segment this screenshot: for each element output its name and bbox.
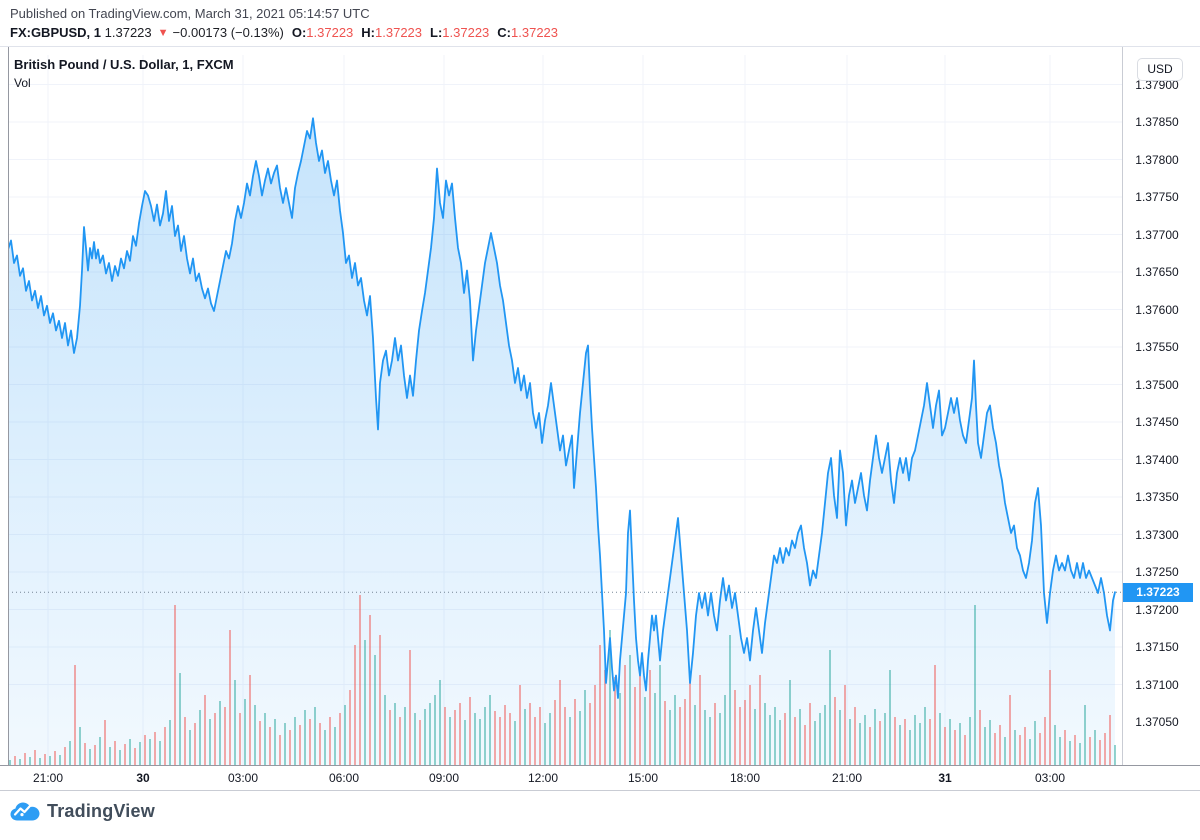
price-axis-label: 1.37100 [1135,677,1179,692]
symbol-info-line: FX:GBPUSD, 1 1.37223 ▼ −0.00173 (−0.13%) O:… [10,25,558,40]
time-axis-label: 30 [136,771,150,785]
chart-header: Published on TradingView.com, March 31, … [0,0,1200,47]
time-axis-label: 21:00 [32,771,64,785]
time-axis-label: 21:00 [831,771,863,785]
price-axis-label: 1.37600 [1135,302,1179,317]
currency-toggle-button[interactable]: USD [1137,58,1183,81]
low-label: L: [430,25,443,40]
close-value: 1.37223 [511,25,559,40]
price-axis-label: 1.37550 [1135,340,1179,354]
price-change: −0.00173 (−0.13%) [172,25,284,40]
price-axis-label: 1.37250 [1135,565,1179,579]
time-axis[interactable]: 21:00 30 03:00 06:00 09:00 12:00 15:00 18:00 21:… [0,765,1200,790]
time-axis-label: 12:00 [527,771,559,785]
volume-study-label[interactable]: Vol [14,76,31,90]
price-axis-label: 1.37650 [1135,265,1179,279]
tradingview-cloud-icon [10,802,40,821]
time-axis-label: 09:00 [428,771,460,785]
price-axis-label: 1.37350 [1135,490,1179,504]
open-value: 1.37223 [306,25,354,40]
price-axis-label: 1.37850 [1135,115,1179,129]
chart-title[interactable]: British Pound / U.S. Dollar, 1, FXCM [14,57,234,72]
tradingview-logo[interactable]: TradingView [10,801,155,822]
price-axis-label: 1.37050 [1135,715,1179,729]
price-axis-label: 1.37750 [1135,190,1179,204]
time-axis-label: 18:00 [729,771,761,785]
high-label: H: [361,25,376,40]
time-axis-label: 15:00 [627,771,659,785]
price-axis[interactable]: 1.37900 1.37850 1.37800 1.37750 1.37700 1.376… [1122,47,1200,765]
close-label: C: [497,25,512,40]
price-axis-label: 1.37150 [1135,640,1179,654]
open-label: O: [291,25,307,40]
time-axis-label: 06:00 [328,771,360,785]
price-axis-label: 1.37200 [1135,602,1179,617]
time-axis-label: 03:00 [1034,771,1066,785]
last-price: 1.37223 [104,25,152,40]
price-axis-label: 1.37800 [1135,152,1179,167]
price-axis-label: 1.37400 [1135,452,1179,467]
published-caption: Published on TradingView.com, March 31, … [10,6,370,21]
down-triangle-icon: ▼ [157,26,169,39]
price-axis-label: 1.37450 [1135,415,1179,429]
high-value: 1.37223 [375,25,423,40]
price-axis-label: 1.37500 [1135,377,1179,392]
time-axis-label: 31 [938,771,952,785]
symbol-name: FX:GBPUSD, 1 [10,25,102,40]
price-axis-label: 1.37300 [1135,527,1179,542]
time-axis-label: 03:00 [227,771,259,785]
tradingview-wordmark: TradingView [47,801,155,821]
price-axis-label: 1.37900 [1135,77,1179,92]
low-value: 1.37223 [442,25,490,40]
pane-legend: British Pound / U.S. Dollar, 1, FXCM Vol [14,57,234,90]
price-axis-label: 1.37700 [1135,227,1179,242]
last-price-badge: 1.37223 [1123,582,1193,602]
